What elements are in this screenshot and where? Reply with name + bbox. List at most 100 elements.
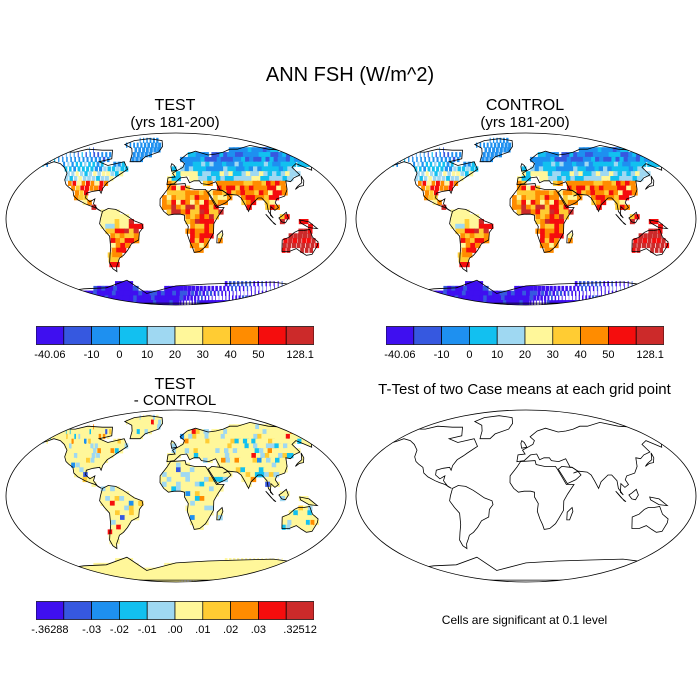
grid-cell bbox=[83, 572, 94, 578]
grid-cell bbox=[210, 166, 216, 172]
coastline-newzealand bbox=[673, 251, 688, 264]
grid-cell bbox=[75, 448, 79, 454]
grid-cell bbox=[428, 176, 432, 182]
grid-cell bbox=[302, 238, 307, 244]
grid-cell bbox=[433, 300, 457, 305]
grid-cell bbox=[206, 567, 209, 573]
grid-cell bbox=[549, 238, 555, 244]
grid-cell bbox=[567, 195, 573, 201]
grid-cell bbox=[210, 171, 217, 177]
grid-cell bbox=[454, 180, 459, 186]
grid-cell bbox=[558, 204, 564, 210]
grid-cell bbox=[193, 572, 197, 578]
grid-cell bbox=[601, 300, 619, 305]
grid-cell bbox=[423, 176, 428, 182]
grid-cell bbox=[138, 424, 141, 430]
grid-cell bbox=[223, 443, 229, 449]
grid-cell bbox=[204, 204, 210, 210]
grid-cell bbox=[256, 300, 276, 305]
grid-cell bbox=[258, 572, 263, 578]
control-panel-title: CONTROL bbox=[485, 97, 565, 114]
grid-cell bbox=[651, 242, 656, 249]
grid-cell bbox=[77, 300, 102, 305]
coastline-newzealand bbox=[673, 528, 688, 541]
grid-cell bbox=[183, 285, 188, 292]
grid-cell bbox=[281, 247, 286, 253]
grid-cell bbox=[278, 572, 284, 578]
grid-cell bbox=[572, 199, 578, 206]
grid-cell bbox=[194, 486, 200, 492]
grid-cell bbox=[463, 161, 467, 167]
grid-cell bbox=[470, 242, 476, 249]
grid-cell bbox=[249, 281, 252, 287]
grid-cell bbox=[69, 453, 73, 459]
grid-cell bbox=[233, 176, 240, 182]
grid-cell bbox=[74, 190, 79, 196]
grid-cell bbox=[448, 185, 453, 191]
grid-cell bbox=[82, 156, 85, 163]
grid-cell bbox=[266, 429, 275, 435]
grid-cell bbox=[401, 295, 415, 301]
grid-cell bbox=[61, 572, 75, 578]
grid-cell bbox=[204, 510, 210, 516]
grid-cell bbox=[296, 242, 301, 249]
grid-cell bbox=[521, 171, 527, 177]
grid-cell bbox=[264, 300, 286, 305]
grid-cell bbox=[446, 176, 450, 182]
grid-cell bbox=[198, 453, 204, 459]
coastline-borneo bbox=[628, 211, 639, 224]
grid-cell bbox=[63, 161, 66, 167]
grid-cell bbox=[237, 433, 244, 440]
grid-cell bbox=[511, 204, 517, 210]
grid-cell bbox=[563, 209, 569, 215]
grid-cell bbox=[237, 171, 243, 177]
grid-cell bbox=[225, 567, 227, 573]
grid-cell bbox=[127, 558, 134, 564]
grid-cell bbox=[530, 204, 536, 210]
control-map bbox=[355, 132, 697, 306]
grid-cell bbox=[124, 491, 130, 497]
grid-cell bbox=[277, 558, 279, 564]
grid-cell bbox=[427, 180, 431, 186]
grid-cell bbox=[49, 152, 51, 158]
grid-cell bbox=[79, 438, 83, 444]
grid-cell bbox=[99, 166, 103, 172]
grid-cell bbox=[549, 219, 555, 225]
grid-cell bbox=[478, 285, 485, 292]
grid-cell bbox=[204, 228, 210, 234]
grid-cell bbox=[191, 567, 195, 573]
colorbar-label: 20 bbox=[168, 349, 182, 361]
grid-cell bbox=[166, 577, 172, 582]
grid-cell bbox=[195, 285, 200, 292]
grid-cell bbox=[573, 152, 580, 158]
grid-cell bbox=[568, 199, 574, 206]
grid-cell bbox=[465, 238, 471, 244]
grid-cell bbox=[268, 161, 275, 167]
grid-cell bbox=[215, 429, 222, 435]
grid-cell bbox=[552, 300, 557, 305]
grid-cell bbox=[585, 190, 592, 196]
grid-cell bbox=[273, 195, 280, 201]
grid-cell bbox=[650, 285, 653, 292]
grid-cell bbox=[297, 161, 305, 167]
grid-cell bbox=[543, 166, 549, 172]
coastline-samerica bbox=[99, 485, 144, 550]
grid-cell bbox=[430, 300, 454, 305]
grid-cell bbox=[90, 433, 93, 440]
grid-cell bbox=[535, 219, 541, 225]
grid-cell bbox=[254, 171, 261, 177]
grid-cell bbox=[109, 453, 114, 459]
grid-cell bbox=[589, 180, 595, 186]
grid-cell bbox=[146, 414, 148, 420]
grid-cell bbox=[236, 424, 244, 430]
grid-cell bbox=[571, 290, 573, 296]
grid-cell bbox=[421, 161, 424, 167]
grid-cell bbox=[245, 195, 252, 201]
grid-cell bbox=[194, 242, 200, 249]
grid-cell bbox=[128, 500, 134, 506]
grid-cell bbox=[90, 443, 94, 449]
grid-cell bbox=[277, 467, 284, 473]
grid-cell bbox=[538, 166, 544, 172]
grid-cell bbox=[461, 166, 466, 172]
grid-cell bbox=[199, 481, 205, 487]
